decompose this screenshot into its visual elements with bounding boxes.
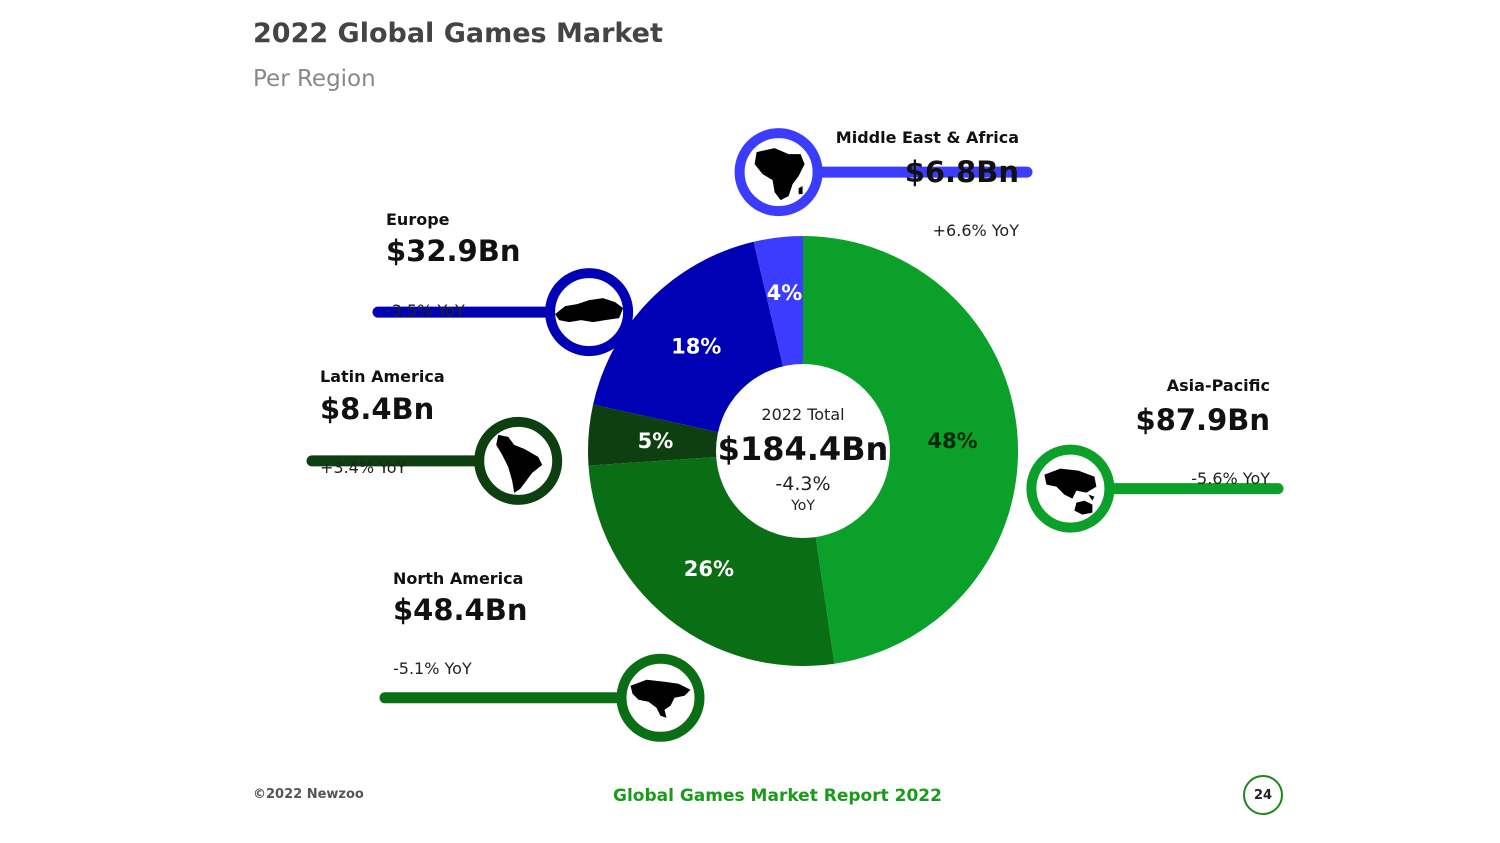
center-label: 2022 Total xyxy=(761,405,844,424)
region-amount-north-america: $48.4Bn xyxy=(393,593,527,627)
region-name-europe: Europe xyxy=(386,210,450,229)
region-yoy-europe: -3.5% YoY xyxy=(386,301,465,320)
africa-map-icon xyxy=(754,148,805,201)
center-change-unit: YoY xyxy=(790,498,815,514)
center-total: $184.4Bn xyxy=(718,430,889,468)
report-title: Global Games Market Report 2022 xyxy=(613,786,942,806)
region-name-asia-pacific: Asia-Pacific xyxy=(1167,376,1270,395)
asia-pacific-map-icon xyxy=(1044,468,1097,515)
pct-label-middle-east-and-africa: 4% xyxy=(767,281,803,305)
region-yoy-latin-america: +3.4% YoY xyxy=(320,458,407,477)
region-yoy-north-america: -5.1% YoY xyxy=(393,659,472,678)
region-amount-asia-pacific: $87.9Bn xyxy=(1136,403,1270,437)
pct-label-latin-america: 5% xyxy=(638,429,674,453)
region-amount-latin-america: $8.4Bn xyxy=(320,392,434,426)
region-yoy-asia-pacific: -5.6% YoY xyxy=(1191,469,1270,488)
region-name-middle-east-and-africa: Middle East & Africa xyxy=(836,128,1019,147)
region-badge-asia-pacific xyxy=(1026,444,1115,533)
region-amount-middle-east-and-africa: $6.8Bn xyxy=(905,155,1019,189)
region-badge-middle-east-and-africa xyxy=(734,128,823,217)
north-america-map-icon xyxy=(630,679,691,718)
slice-asia-pacific xyxy=(803,236,1019,664)
region-yoy-middle-east-and-africa: +6.6% YoY xyxy=(933,221,1020,240)
region-amount-europe: $32.9Bn xyxy=(386,234,520,268)
south-america-map-icon xyxy=(496,434,543,493)
pct-label-asia-pacific: 48% xyxy=(927,429,977,453)
page-number-badge: 24 xyxy=(1243,775,1283,815)
region-badge-latin-america xyxy=(474,416,563,505)
center-change: -4.3% xyxy=(775,473,830,495)
europe-map-icon xyxy=(555,298,624,323)
region-name-latin-america: Latin America xyxy=(320,367,445,386)
region-name-north-america: North America xyxy=(393,569,523,588)
donut-center xyxy=(716,364,890,538)
chart-title: 2022 Global Games Market xyxy=(253,18,663,49)
pct-label-north-america: 26% xyxy=(684,557,734,581)
pct-label-europe: 18% xyxy=(671,335,721,359)
copyright-text: ©2022 Newzoo xyxy=(253,787,364,802)
region-badge-europe xyxy=(545,268,634,357)
chart-subtitle: Per Region xyxy=(253,66,376,92)
region-badge-north-america xyxy=(616,653,705,742)
